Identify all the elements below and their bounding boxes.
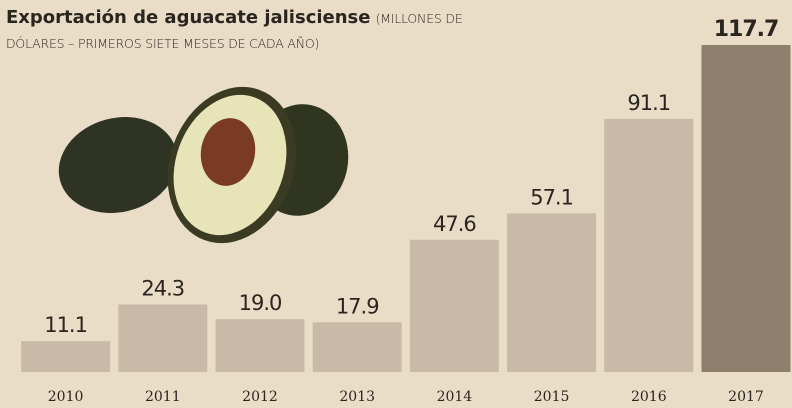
x-tick-label: 2016 [631,389,667,405]
x-tick-label: 2017 [728,389,764,405]
x-tick-label: 2015 [534,389,570,405]
value-label: 17.9 [336,294,379,318]
bar [701,45,791,372]
bar [409,239,499,372]
bar [604,118,694,372]
bar [21,341,111,372]
value-label: 19.0 [239,291,282,315]
value-label: 117.7 [714,17,779,42]
value-label: 57.1 [530,185,573,209]
bar [215,319,305,372]
chart-subtitle: (MILLONES DE DÓLARES – PRIMEROS SIETE ME… [6,11,463,51]
bar [507,213,597,372]
value-label: 47.6 [433,212,476,236]
value-label: 91.1 [627,91,670,115]
value-label: 11.1 [44,313,87,337]
x-tick-label: 2013 [339,389,375,405]
bar [118,304,208,372]
avocado-illustration [58,86,349,244]
x-tick-label: 2010 [48,389,84,405]
header: Exportación de aguacate jalisciense (MIL… [6,6,496,56]
chart-title: Exportación de aguacate jalisciense [6,7,371,28]
value-label: 24.3 [141,276,184,300]
x-tick-label: 2011 [145,389,181,405]
x-tick-label: 2014 [437,389,473,405]
x-tick-label: 2012 [242,389,278,405]
bar [312,322,402,372]
